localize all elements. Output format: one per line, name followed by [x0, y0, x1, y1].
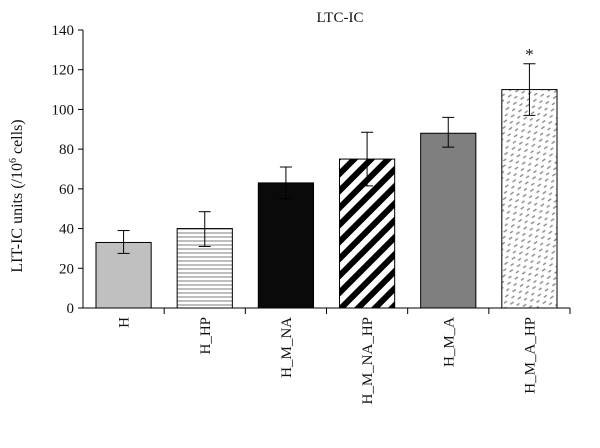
x-category-label: H_M_A [441, 317, 457, 367]
error-bars [117, 63, 536, 254]
y-tick-label: 140 [52, 23, 75, 39]
y-tick-label: 40 [59, 222, 74, 238]
bar-h-m-na [257, 182, 315, 309]
y-tick-label: 60 [59, 182, 74, 198]
y-tick-label: 100 [52, 102, 75, 118]
y-tick-label: 120 [52, 63, 75, 79]
category-labels: H H_HP H_M_NA H_M_NA_HP H_M_A H_M_A_HP [117, 308, 571, 405]
annotations: * [525, 45, 534, 64]
bar-h-m-a [420, 132, 477, 309]
y-tick-label: 0 [67, 301, 75, 317]
x-category-label: H_M_NA_HP [360, 317, 376, 405]
x-category-label: H_M_A_HP [522, 317, 538, 394]
y-axis-ticks: 0 20 40 60 80 100 120 140 [52, 23, 83, 317]
x-category-label: H_M_NA [279, 317, 295, 378]
x-category-label: H_HP [198, 317, 214, 355]
y-axis-label-prefix: LIT-IC units (/10 [9, 163, 26, 273]
significance-asterisk: * [525, 45, 534, 64]
y-axis-label-suffix: cells) [9, 119, 26, 158]
y-axis-label: LIT-IC units (/106 cells) [8, 119, 26, 272]
y-tick-label: 80 [59, 142, 74, 158]
y-axis-label-superscript: 6 [8, 158, 19, 163]
y-tick-label: 20 [59, 261, 74, 277]
bars [95, 89, 558, 309]
bar-h-m-a-hp [501, 89, 558, 309]
chart-title: LTC-IC [317, 10, 364, 26]
x-category-label: H [117, 317, 133, 328]
